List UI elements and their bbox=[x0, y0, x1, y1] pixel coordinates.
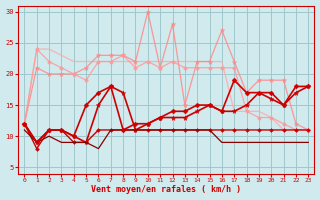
X-axis label: Vent moyen/en rafales ( km/h ): Vent moyen/en rafales ( km/h ) bbox=[91, 185, 241, 194]
